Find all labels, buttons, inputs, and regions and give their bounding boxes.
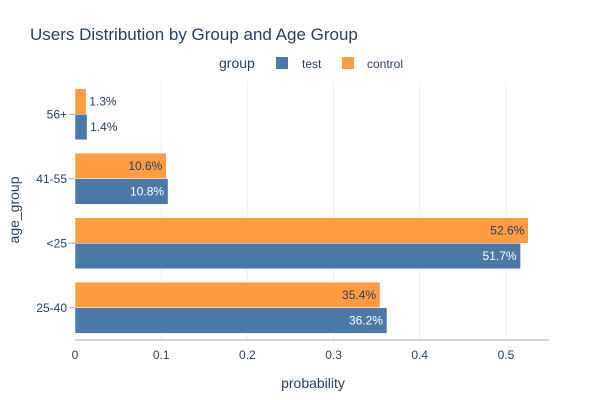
x-tick-label: 0.2 <box>239 348 256 362</box>
bar-control <box>74 281 381 308</box>
legend-swatch <box>276 57 288 69</box>
legend-label: control <box>367 57 403 71</box>
chart-title: Users Distribution by Group and Age Grou… <box>30 25 358 44</box>
y-tick-label: 25-40 <box>36 301 67 315</box>
x-tick-label: 0 <box>72 348 79 362</box>
legend-item-control[interactable]: control <box>342 57 403 71</box>
bar-test <box>74 178 169 205</box>
y-tick-label: <25 <box>47 236 68 250</box>
bar-test <box>74 307 388 334</box>
bar-labels: 1.3% 1.4% 10.6% 10.8% 52.6% 51.7% 35.4% 36.2% <box>89 94 524 327</box>
legend-label: test <box>302 57 322 71</box>
bar-value-label: 35.4% <box>342 288 376 302</box>
x-axis-title: probability <box>281 375 345 391</box>
legend-item-test[interactable]: test <box>276 57 322 71</box>
bar-test <box>74 114 88 141</box>
bar-value-label: 52.6% <box>490 223 524 237</box>
x-tick-label: 0.1 <box>153 348 170 362</box>
bar-value-label: 51.7% <box>483 249 517 263</box>
x-tick-label: 0.3 <box>325 348 342 362</box>
bar-value-label: 36.2% <box>349 314 383 328</box>
x-tick-label: 0.5 <box>498 348 515 362</box>
bar-value-label: 10.6% <box>128 159 162 173</box>
bar-value-label: 1.4% <box>90 120 118 134</box>
bar-test <box>74 243 521 270</box>
x-tick-label: 0.4 <box>411 348 428 362</box>
bars <box>74 88 529 334</box>
bar-control <box>74 88 87 115</box>
legend-title: group <box>219 55 255 71</box>
bar-value-label: 10.8% <box>130 185 164 199</box>
y-tick-label: 41-55 <box>36 172 67 186</box>
y-tick-label: 56+ <box>47 107 67 121</box>
legend-swatch <box>342 57 354 69</box>
bar-control <box>74 152 167 179</box>
legend: group test control <box>219 55 403 71</box>
bar-control <box>74 217 529 244</box>
axes: 0 0.1 0.2 0.3 0.4 0.5 56+ 41-55 <25 25-40 <box>36 107 549 362</box>
y-axis-title: age_group <box>6 176 22 243</box>
bar-value-label: 1.3% <box>89 94 117 108</box>
